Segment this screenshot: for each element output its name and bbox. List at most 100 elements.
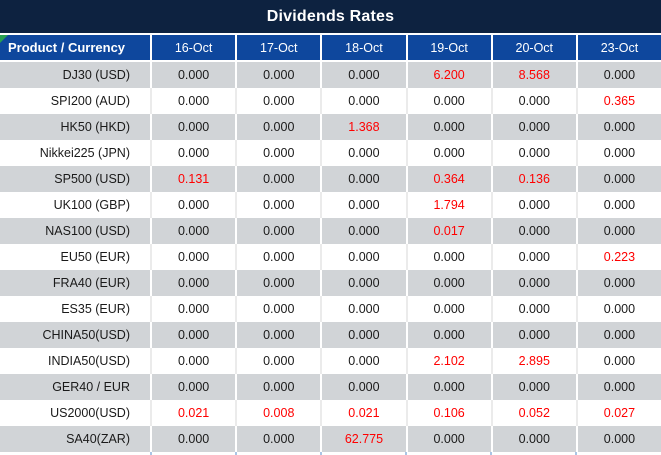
rate-cell: 0.000 bbox=[490, 140, 576, 166]
rate-cell: 0.000 bbox=[575, 218, 661, 244]
gridline-tick bbox=[235, 452, 237, 455]
table-row: UK100 (GBP) 0.000 0.000 0.000 1.794 0.000 0.00… bbox=[0, 192, 661, 218]
rate-cell: 0.000 bbox=[320, 348, 405, 374]
rate-cell: 0.000 bbox=[490, 374, 576, 400]
table-row: HK50 (HKD) 0.000 0.000 1.368 0.000 0.000 0.000 bbox=[0, 114, 661, 140]
rate-cell: 0.027 bbox=[575, 400, 661, 426]
rate-cell: 0.000 bbox=[575, 166, 661, 192]
rate-cell: 1.794 bbox=[405, 192, 491, 218]
rate-cell: 0.000 bbox=[405, 322, 491, 348]
rate-cell: 0.000 bbox=[235, 114, 320, 140]
product-cell: SPI200 (AUD) bbox=[50, 94, 130, 108]
rate-cell: 0.000 bbox=[320, 270, 405, 296]
rate-cell: 0.106 bbox=[405, 400, 491, 426]
table-row: GER40 / EUR 0.000 0.000 0.000 0.000 0.000 0.00… bbox=[0, 374, 661, 400]
rate-cell: 0.000 bbox=[490, 270, 576, 296]
gridline-tick bbox=[405, 452, 407, 455]
rate-cell: 0.000 bbox=[575, 270, 661, 296]
product-cell: EU50 (EUR) bbox=[60, 250, 130, 264]
rate-cell: 0.000 bbox=[490, 114, 576, 140]
product-cell: SA40(ZAR) bbox=[66, 432, 130, 446]
title-divider bbox=[0, 33, 661, 35]
gridline-tick bbox=[575, 452, 577, 455]
rate-cell: 0.000 bbox=[320, 322, 405, 348]
table-row: SPI200 (AUD) 0.000 0.000 0.000 0.000 0.000 0.3… bbox=[0, 88, 661, 114]
product-cell: FRA40 (EUR) bbox=[52, 276, 130, 290]
rate-cell: 8.568 bbox=[490, 62, 576, 88]
rate-cell: 0.000 bbox=[235, 322, 320, 348]
gridline-tick bbox=[150, 452, 152, 455]
rate-cell: 0.000 bbox=[150, 88, 235, 114]
rate-cell: 0.021 bbox=[320, 400, 405, 426]
date-header: 18-Oct bbox=[320, 35, 405, 60]
rate-cell: 0.000 bbox=[150, 426, 235, 452]
rate-cell: 0.000 bbox=[320, 192, 405, 218]
date-header: 16-Oct bbox=[150, 35, 235, 60]
rate-cell: 0.000 bbox=[405, 374, 491, 400]
rate-cell: 0.000 bbox=[405, 270, 491, 296]
table-row: ES35 (EUR) 0.000 0.000 0.000 0.000 0.000 0.000 bbox=[0, 296, 661, 322]
product-cell: UK100 (GBP) bbox=[53, 198, 130, 212]
rate-cell: 0.364 bbox=[405, 166, 491, 192]
table-title: Dividends Rates bbox=[0, 0, 661, 33]
table-row: CHINA50(USD) 0.000 0.000 0.000 0.000 0.000 0.0… bbox=[0, 322, 661, 348]
date-header: 17-Oct bbox=[235, 35, 320, 60]
rate-cell: 0.000 bbox=[150, 374, 235, 400]
table-row: INDIA50(USD) 0.000 0.000 0.000 2.102 2.895 0.0… bbox=[0, 348, 661, 374]
product-cell: HK50 (HKD) bbox=[60, 120, 130, 134]
gridline-tick bbox=[490, 452, 492, 455]
rate-cell: 0.000 bbox=[490, 218, 576, 244]
rate-cell: 0.000 bbox=[575, 296, 661, 322]
table-row: SA40(ZAR) 0.000 0.000 62.775 0.000 0.000 0.000 bbox=[0, 426, 661, 452]
rate-cell: 0.136 bbox=[490, 166, 576, 192]
rate-cell: 0.008 bbox=[235, 400, 320, 426]
product-cell: CHINA50(USD) bbox=[42, 328, 130, 342]
rate-cell: 0.000 bbox=[575, 114, 661, 140]
table-row: SP500 (USD) 0.131 0.000 0.000 0.364 0.136 0.00… bbox=[0, 166, 661, 192]
rate-cell: 0.000 bbox=[405, 296, 491, 322]
rate-cell: 0.000 bbox=[490, 192, 576, 218]
rate-cell: 0.000 bbox=[150, 322, 235, 348]
rate-cell: 0.000 bbox=[320, 244, 405, 270]
rate-cell: 0.000 bbox=[490, 88, 576, 114]
rate-cell: 0.365 bbox=[575, 88, 661, 114]
product-cell: SP500 (USD) bbox=[54, 172, 130, 186]
rate-cell: 0.000 bbox=[490, 322, 576, 348]
rate-cell: 0.000 bbox=[235, 244, 320, 270]
table-row: US2000(USD) 0.021 0.008 0.021 0.106 0.052 0.02… bbox=[0, 400, 661, 426]
product-cell: DJ30 (USD) bbox=[62, 68, 130, 82]
rate-cell: 0.000 bbox=[405, 114, 491, 140]
rate-cell: 0.000 bbox=[320, 88, 405, 114]
date-header: 20-Oct bbox=[490, 35, 576, 60]
rate-cell: 0.000 bbox=[235, 296, 320, 322]
rate-cell: 0.000 bbox=[405, 88, 491, 114]
rate-cell: 0.000 bbox=[575, 374, 661, 400]
corner-marker-icon bbox=[0, 35, 8, 43]
rate-cell: 0.131 bbox=[150, 166, 235, 192]
rate-cell: 0.223 bbox=[575, 244, 661, 270]
product-cell: NAS100 (USD) bbox=[45, 224, 130, 238]
rate-cell: 0.000 bbox=[150, 244, 235, 270]
rate-cell: 0.000 bbox=[150, 348, 235, 374]
rate-cell: 0.000 bbox=[235, 426, 320, 452]
table-row: NAS100 (USD) 0.000 0.000 0.000 0.017 0.000 0.0… bbox=[0, 218, 661, 244]
rate-cell: 0.000 bbox=[490, 426, 576, 452]
rate-cell: 0.000 bbox=[405, 426, 491, 452]
rate-cell: 0.000 bbox=[235, 192, 320, 218]
rate-cell: 0.000 bbox=[235, 140, 320, 166]
rate-cell: 0.000 bbox=[575, 140, 661, 166]
rate-cell: 0.000 bbox=[150, 62, 235, 88]
table-body: DJ30 (USD) 0.000 0.000 0.000 6.200 8.568 0.000… bbox=[0, 62, 661, 452]
rate-cell: 0.000 bbox=[320, 296, 405, 322]
rate-cell: 0.000 bbox=[575, 62, 661, 88]
rate-cell: 0.000 bbox=[320, 374, 405, 400]
rate-cell: 0.017 bbox=[405, 218, 491, 244]
header-row: Product / Currency 16-Oct 17-Oct 18-Oct 19-O… bbox=[0, 35, 661, 62]
rate-cell: 6.200 bbox=[405, 62, 491, 88]
gridline-tick bbox=[320, 452, 322, 455]
rate-cell: 0.000 bbox=[235, 166, 320, 192]
product-cell: INDIA50(USD) bbox=[48, 354, 130, 368]
rate-cell: 0.000 bbox=[575, 426, 661, 452]
rate-cell: 0.000 bbox=[490, 244, 576, 270]
